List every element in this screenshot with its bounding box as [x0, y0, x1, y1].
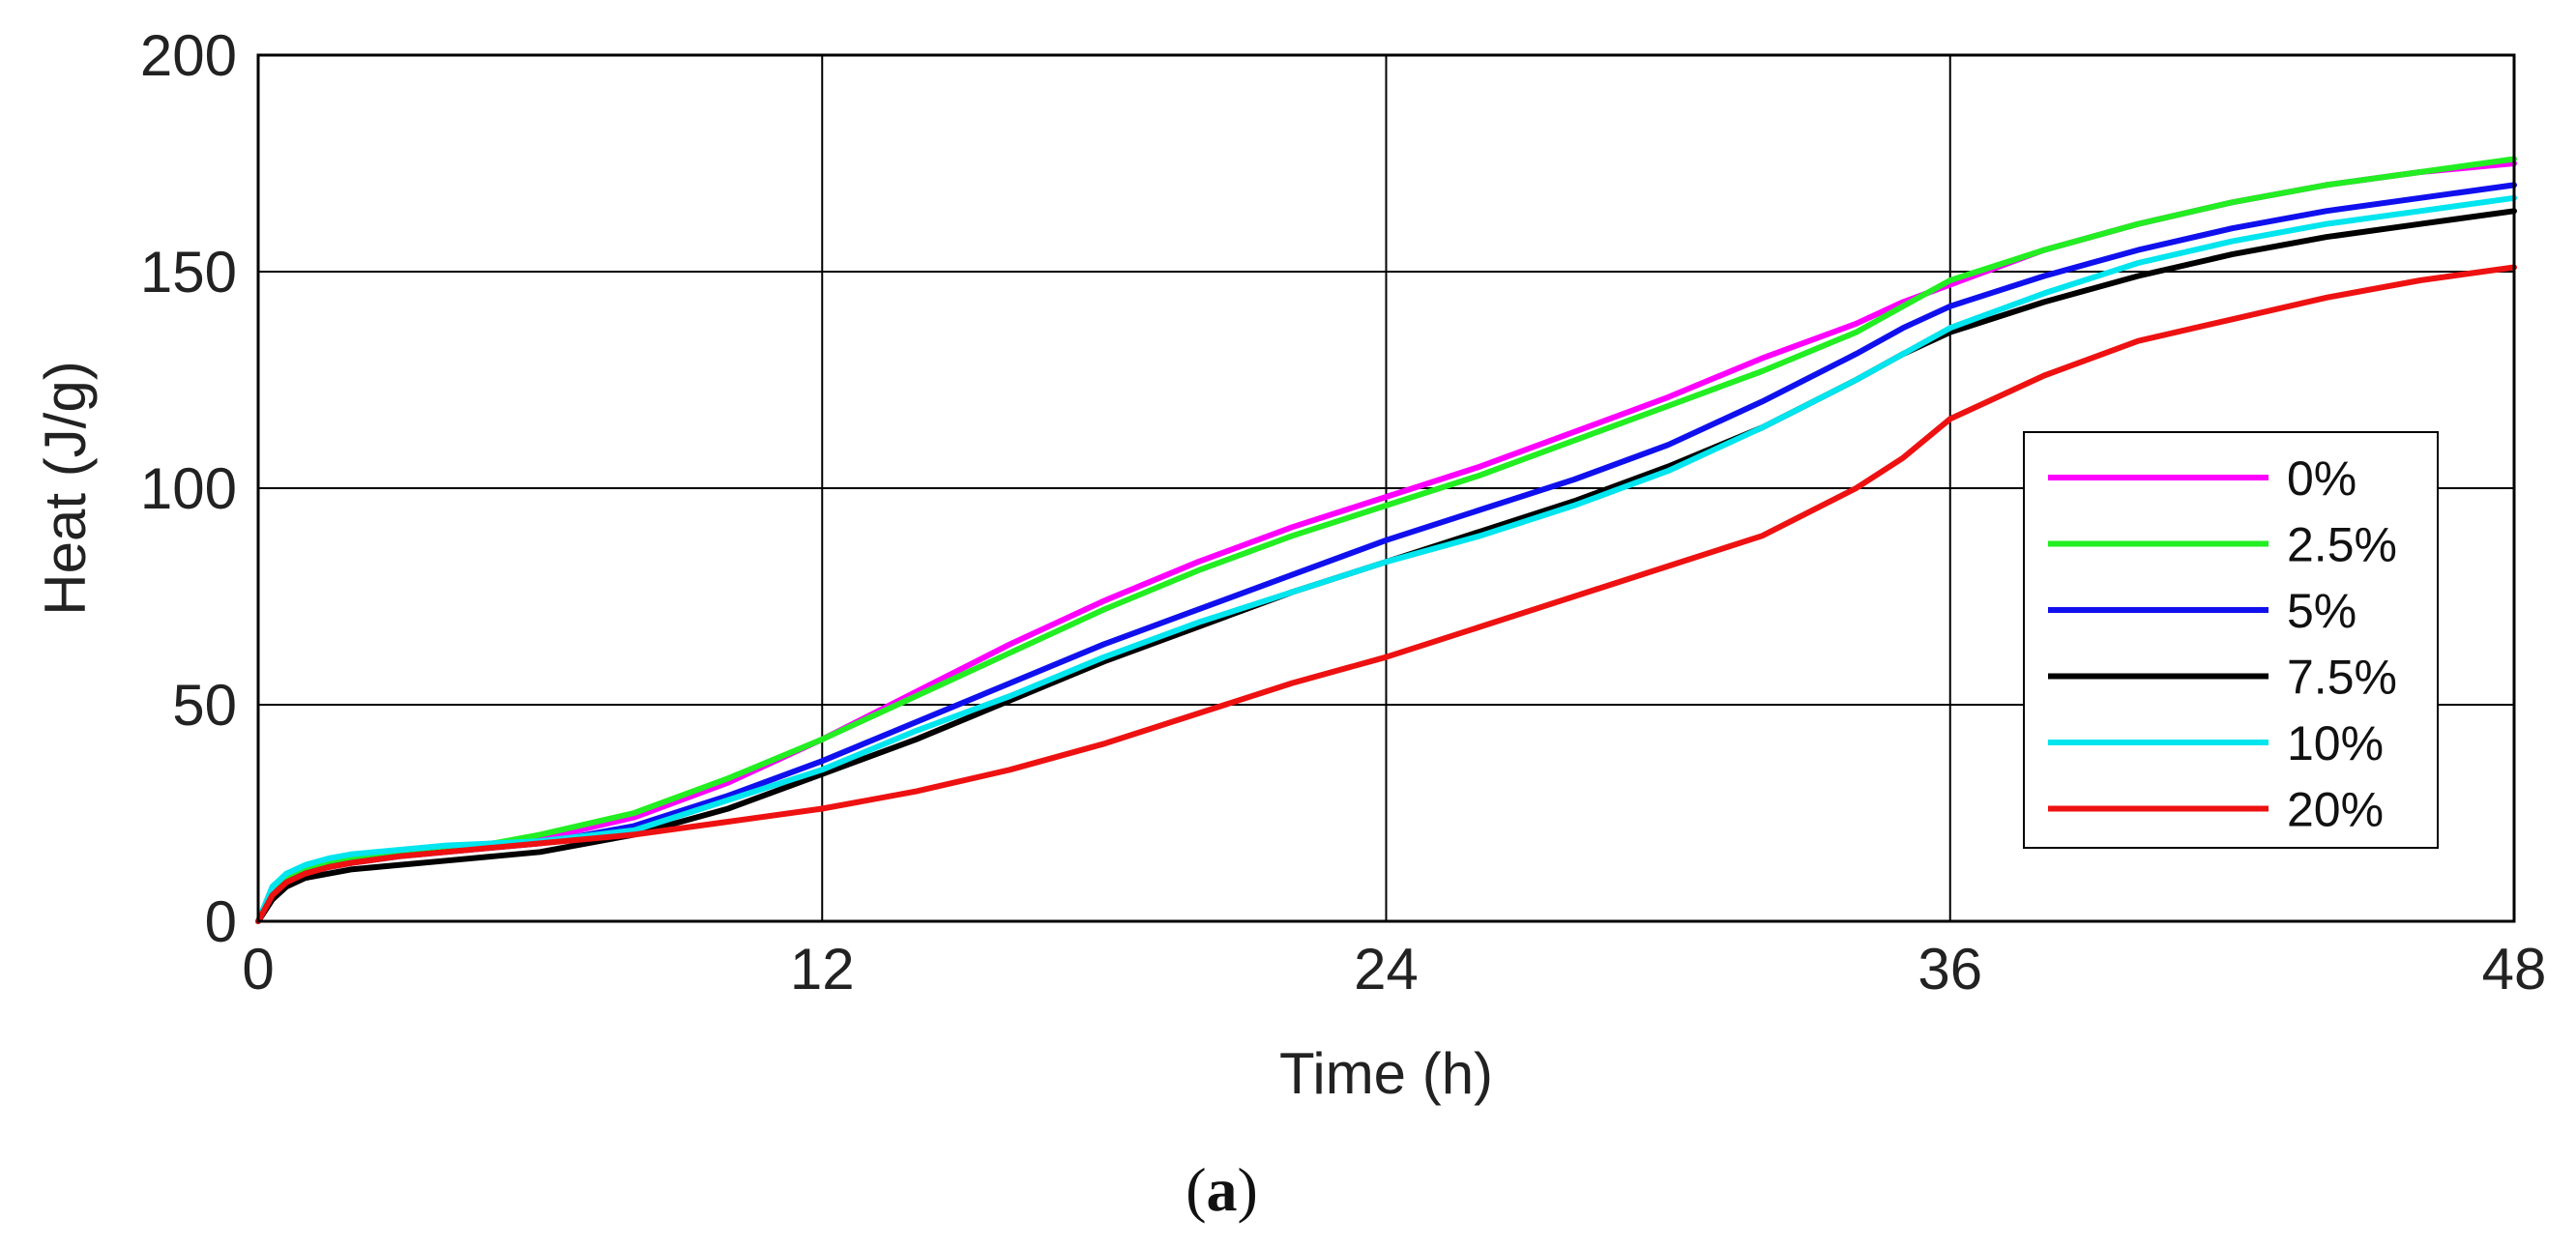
y-tick-label: 150 — [140, 240, 237, 305]
tick-labels: 0 12 24 36 48 0 50 100 150 200 — [140, 23, 2546, 1002]
caption-close-paren: ) — [1238, 1155, 1258, 1224]
legend-item: 7.5% — [2048, 651, 2397, 705]
legend-item: 0% — [2048, 451, 2356, 506]
legend-label: 5% — [2287, 584, 2356, 638]
y-tick-label: 200 — [140, 23, 237, 88]
legend-item: 2.5% — [2048, 518, 2397, 572]
y-axis-title: Heat (J/g) — [33, 361, 98, 615]
x-tick-label: 0 — [242, 937, 274, 1002]
y-tick-label: 0 — [205, 889, 237, 954]
series-lines — [255, 156, 2517, 924]
legend-label: 2.5% — [2287, 518, 2397, 572]
y-tick-label: 50 — [172, 673, 237, 738]
legend-item: 10% — [2048, 716, 2384, 770]
legend-label: 20% — [2287, 783, 2384, 837]
legend: 0% 2.5% 5% 7.5% 10% 20% — [2023, 431, 2439, 849]
series-line-2.5% — [255, 156, 2517, 924]
legend-label: 7.5% — [2287, 651, 2397, 705]
legend-items: 0% 2.5% 5% 7.5% 10% 20% — [2048, 451, 2397, 837]
series-line-10% — [255, 194, 2517, 924]
x-tick-label: 36 — [1917, 937, 1982, 1002]
figure-caption: (a) — [1186, 1155, 1258, 1224]
x-tick-label: 24 — [1354, 937, 1419, 1002]
caption-letter: a — [1207, 1155, 1238, 1224]
series-line-20% — [255, 264, 2517, 924]
x-tick-label: 48 — [2482, 937, 2547, 1002]
legend-label: 0% — [2287, 451, 2356, 506]
legend-label: 10% — [2287, 716, 2384, 770]
y-tick-label: 100 — [140, 456, 237, 521]
caption-open-paren: ( — [1186, 1155, 1206, 1224]
legend-item: 20% — [2048, 783, 2384, 837]
series-line-7.5% — [255, 208, 2517, 924]
legend-item: 5% — [2048, 584, 2356, 638]
legend-box — [2023, 431, 2439, 849]
x-axis-title: Time (h) — [1279, 1041, 1493, 1106]
plot-frame — [256, 53, 2516, 923]
x-tick-label: 12 — [790, 937, 855, 1002]
